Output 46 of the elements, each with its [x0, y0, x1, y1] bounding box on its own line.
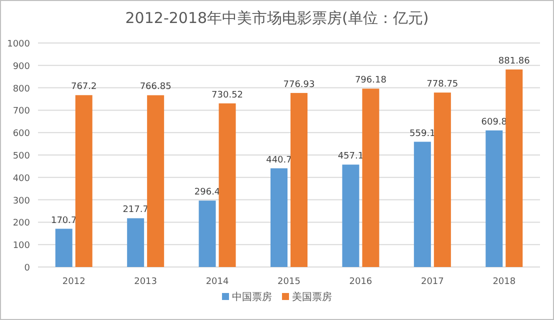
bar: [55, 228, 72, 267]
y-tick-label: 300: [12, 196, 30, 206]
bar: [75, 95, 92, 267]
data-label: 767.2: [70, 82, 97, 92]
data-label: 440.7: [266, 155, 292, 166]
data-label: 170.7: [50, 216, 77, 226]
x-tick-label: 2012: [62, 277, 86, 287]
data-label: 776.93: [283, 80, 315, 90]
y-tick-label: 500: [12, 152, 30, 162]
x-tick-label: 2016: [349, 277, 372, 287]
bar: [147, 95, 164, 267]
bar: [342, 164, 360, 267]
y-tick-label: 1000: [7, 40, 30, 50]
bar: [198, 200, 216, 267]
bar: [434, 92, 451, 267]
data-label: 559.1: [410, 128, 436, 139]
data-label: 730.52: [212, 90, 244, 100]
x-tick-label: 2017: [420, 277, 444, 287]
chart-title: 2012-2018年中美市场电影票房(单位：亿元): [125, 9, 429, 27]
bar: [486, 130, 503, 267]
y-tick-label: 900: [12, 62, 30, 72]
y-tick-label: 400: [12, 174, 30, 184]
bar: [290, 92, 308, 267]
x-tick-label: 2014: [206, 277, 230, 287]
data-label: 766.85: [140, 82, 172, 92]
y-tick-label: 200: [12, 218, 30, 229]
y-tick-label: 0: [24, 264, 30, 274]
data-label: 296.4: [194, 188, 220, 198]
data-label: 778.75: [426, 80, 458, 90]
y-tick-label: 700: [12, 106, 30, 117]
bar: [414, 142, 431, 267]
bar: [362, 88, 380, 267]
bar: [218, 103, 236, 267]
x-tick-label: 2018: [492, 277, 516, 287]
y-tick-label: 100: [12, 241, 30, 252]
bar: [506, 69, 523, 267]
bar: [127, 218, 144, 267]
legend-label: 美国票房: [292, 291, 332, 303]
data-label: 796.18: [354, 76, 387, 86]
bar: [270, 168, 288, 267]
y-tick-label: 600: [12, 129, 30, 140]
y-tick-label: 800: [12, 84, 30, 94]
x-tick-label: 2013: [134, 277, 158, 287]
legend-label: 中国票房: [232, 291, 272, 303]
x-tick-label: 2015: [278, 277, 300, 287]
data-label: 881.86: [498, 56, 530, 66]
